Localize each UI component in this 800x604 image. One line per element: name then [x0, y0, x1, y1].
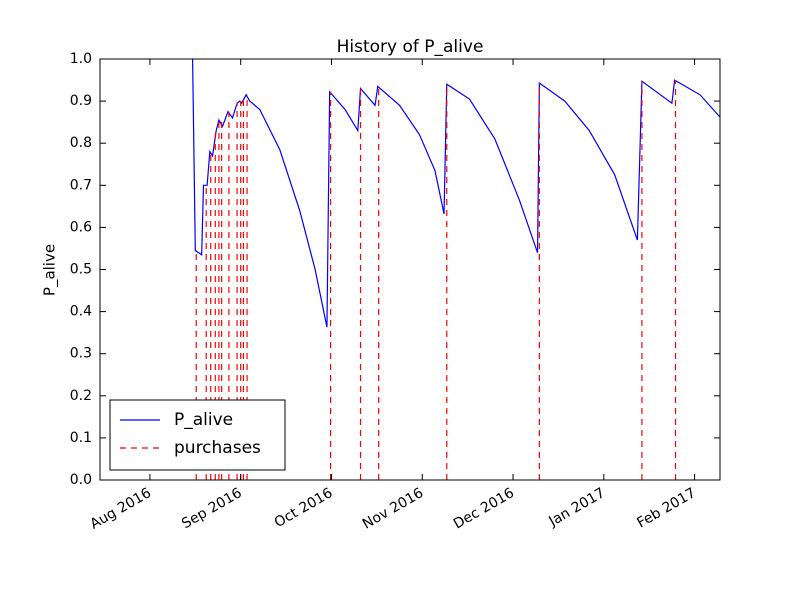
- y-tick-label: 0.5: [70, 262, 92, 278]
- y-tick-label: 0.8: [70, 135, 92, 151]
- y-tick-label: 0.1: [70, 430, 92, 446]
- y-tick-label: 0.7: [70, 177, 92, 193]
- legend-box: [109, 399, 286, 471]
- y-tick-label: 0.6: [70, 219, 92, 235]
- y-tick-label: 0.9: [70, 93, 92, 109]
- chart-title: History of P_alive: [337, 37, 484, 57]
- legend-label: P_alive: [174, 410, 233, 430]
- legend-label: purchases: [174, 438, 261, 458]
- y-tick-label: 0.4: [70, 304, 92, 320]
- p-alive-line: [191, 59, 720, 328]
- y-tick-label: 0.0: [70, 472, 92, 488]
- y-tick-label: 0.3: [70, 346, 92, 362]
- y-axis-label: P_alive: [41, 244, 60, 296]
- y-tick-label: 0.2: [70, 388, 92, 404]
- y-tick-label: 1.0: [70, 51, 92, 67]
- plot-frame: [99, 58, 721, 481]
